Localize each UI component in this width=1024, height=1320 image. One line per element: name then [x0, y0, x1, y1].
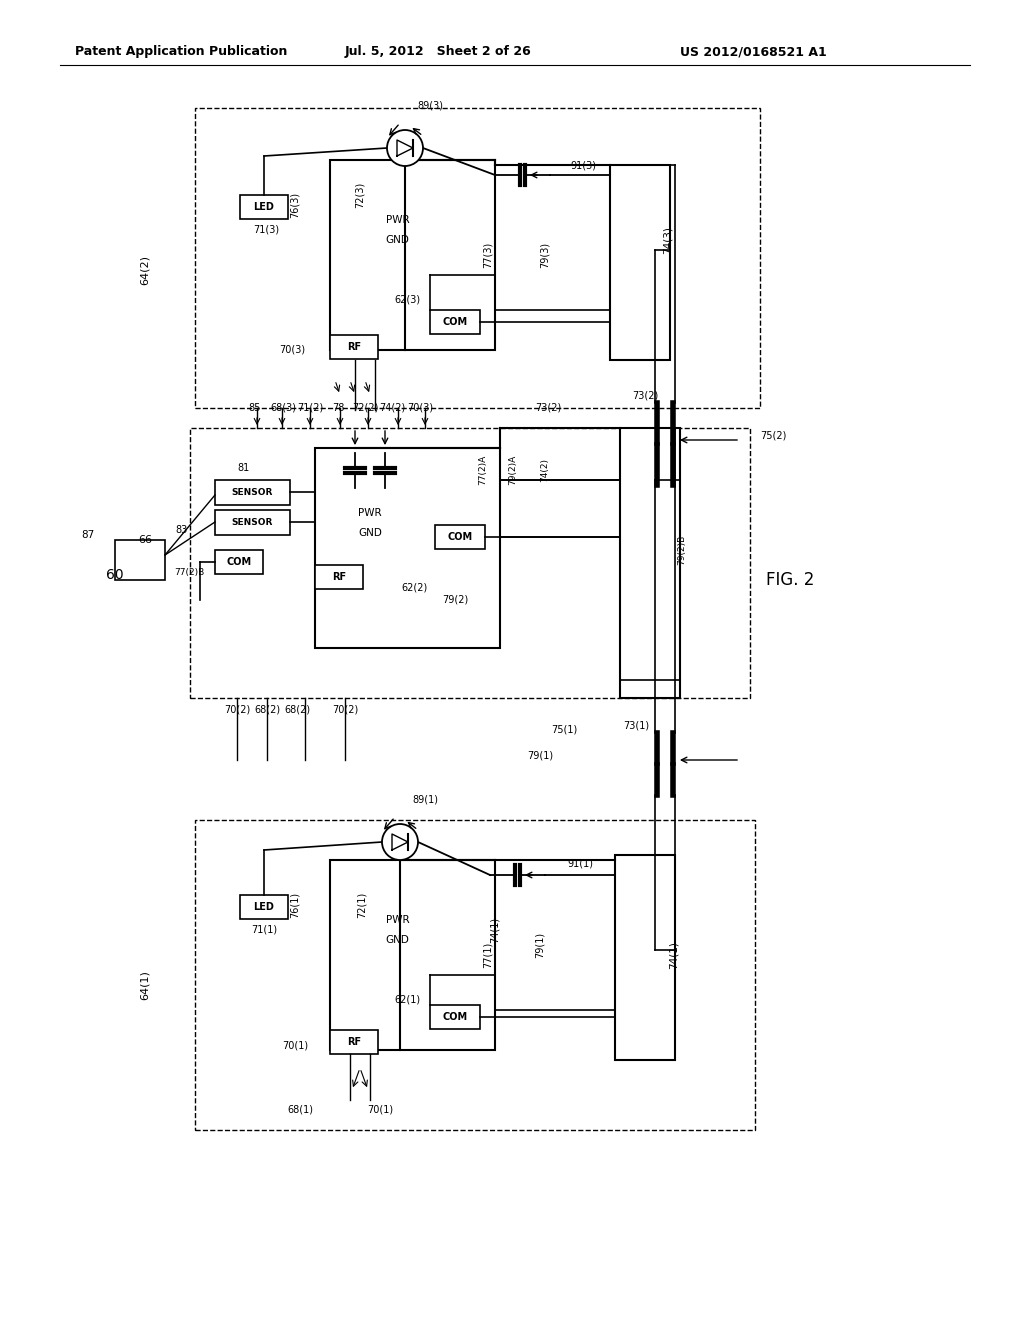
Text: GND: GND [386, 235, 410, 246]
Bar [610, 165, 670, 360]
Text: 70(3): 70(3) [279, 345, 305, 355]
Bar [430, 310, 480, 334]
Text: RF: RF [347, 1038, 361, 1047]
Bar [330, 861, 495, 1049]
Bar [435, 525, 485, 549]
Text: 70(1): 70(1) [367, 1105, 393, 1115]
Bar [330, 1030, 378, 1053]
Text: 87: 87 [82, 531, 95, 540]
Bar [215, 510, 290, 535]
Bar [195, 108, 760, 408]
Text: 64(2): 64(2) [140, 255, 150, 285]
Text: 74(2): 74(2) [379, 403, 406, 413]
Text: PWR: PWR [386, 215, 410, 224]
Text: 68(2): 68(2) [284, 705, 310, 715]
Text: 79(3): 79(3) [540, 242, 550, 268]
Text: 74(2): 74(2) [541, 458, 550, 482]
Text: 70(2): 70(2) [332, 705, 358, 715]
Text: COM: COM [226, 557, 252, 568]
Text: 71(3): 71(3) [253, 224, 280, 235]
Text: 79(2)B: 79(2)B [678, 535, 686, 565]
Bar [240, 895, 288, 919]
Text: 81: 81 [237, 463, 249, 473]
Text: 79(2): 79(2) [442, 595, 468, 605]
Text: 73(2): 73(2) [535, 403, 561, 413]
Text: GND: GND [358, 528, 382, 539]
Text: 83: 83 [175, 525, 187, 535]
Bar [215, 550, 263, 574]
Text: 68(3): 68(3) [270, 403, 296, 413]
Text: 77(1): 77(1) [483, 942, 493, 968]
Text: COM: COM [442, 317, 468, 327]
Text: Jul. 5, 2012   Sheet 2 of 26: Jul. 5, 2012 Sheet 2 of 26 [345, 45, 531, 58]
Text: 77(2)B: 77(2)B [174, 568, 204, 577]
Text: 75(2): 75(2) [760, 430, 786, 440]
Text: 71(2): 71(2) [297, 403, 324, 413]
Bar [330, 160, 495, 350]
Text: 70(1): 70(1) [282, 1040, 308, 1049]
Text: 79(1): 79(1) [535, 932, 545, 958]
Text: 68(2): 68(2) [254, 705, 280, 715]
Text: 72(2): 72(2) [352, 403, 378, 413]
Text: 77(3): 77(3) [483, 242, 493, 268]
Text: 68(1): 68(1) [287, 1105, 313, 1115]
Bar [190, 428, 750, 698]
Text: Patent Application Publication: Patent Application Publication [75, 45, 288, 58]
Text: RF: RF [347, 342, 361, 352]
Text: 62(3): 62(3) [394, 294, 421, 305]
Text: 74(1): 74(1) [490, 917, 500, 942]
Text: 70(2): 70(2) [224, 705, 250, 715]
Text: LED: LED [254, 202, 274, 213]
Bar [615, 855, 675, 1060]
Circle shape [387, 129, 423, 166]
Text: 73(2): 73(2) [632, 389, 658, 400]
Text: 72(1): 72(1) [357, 892, 367, 919]
Text: 91(3): 91(3) [570, 160, 596, 170]
Text: 60: 60 [106, 568, 124, 582]
Text: 66: 66 [138, 535, 152, 545]
Bar [315, 447, 500, 648]
Text: PWR: PWR [386, 915, 410, 925]
Text: 89(3): 89(3) [417, 100, 443, 110]
Bar [430, 1005, 480, 1030]
Bar [315, 565, 362, 589]
Text: 62(1): 62(1) [394, 995, 421, 1005]
Text: GND: GND [386, 935, 410, 945]
Text: 74(3): 74(3) [663, 226, 673, 253]
Text: 74(1): 74(1) [669, 941, 679, 969]
Text: PWR: PWR [358, 508, 382, 517]
Text: US 2012/0168521 A1: US 2012/0168521 A1 [680, 45, 826, 58]
Text: 91(1): 91(1) [567, 858, 593, 869]
Text: RF: RF [332, 572, 346, 582]
Text: COM: COM [442, 1012, 468, 1022]
Text: 64(1): 64(1) [140, 970, 150, 1001]
Text: 77(2)A: 77(2)A [478, 455, 487, 486]
Text: 76(1): 76(1) [290, 892, 300, 919]
Bar [215, 480, 290, 506]
Text: 79(1): 79(1) [527, 750, 553, 760]
Text: 70(3): 70(3) [407, 403, 433, 413]
Text: 79(2)A: 79(2)A [509, 455, 517, 486]
Text: SENSOR: SENSOR [231, 488, 273, 498]
Text: SENSOR: SENSOR [231, 517, 273, 527]
Bar [330, 335, 378, 359]
Text: 72(3): 72(3) [355, 182, 365, 209]
Text: FIG. 2: FIG. 2 [766, 572, 814, 589]
Text: 75(1): 75(1) [551, 725, 578, 735]
Text: 71(1): 71(1) [251, 925, 278, 935]
Text: 73(1): 73(1) [623, 719, 649, 730]
Bar [115, 540, 165, 579]
Text: 89(1): 89(1) [412, 795, 438, 805]
Text: 78: 78 [332, 403, 344, 413]
Text: 76(3): 76(3) [290, 191, 300, 218]
Text: 62(2): 62(2) [401, 583, 428, 593]
Bar [195, 820, 755, 1130]
Text: COM: COM [447, 532, 472, 543]
Circle shape [382, 824, 418, 861]
Bar [240, 195, 288, 219]
Text: 85: 85 [249, 403, 261, 413]
Bar [620, 428, 680, 698]
Text: LED: LED [254, 902, 274, 912]
